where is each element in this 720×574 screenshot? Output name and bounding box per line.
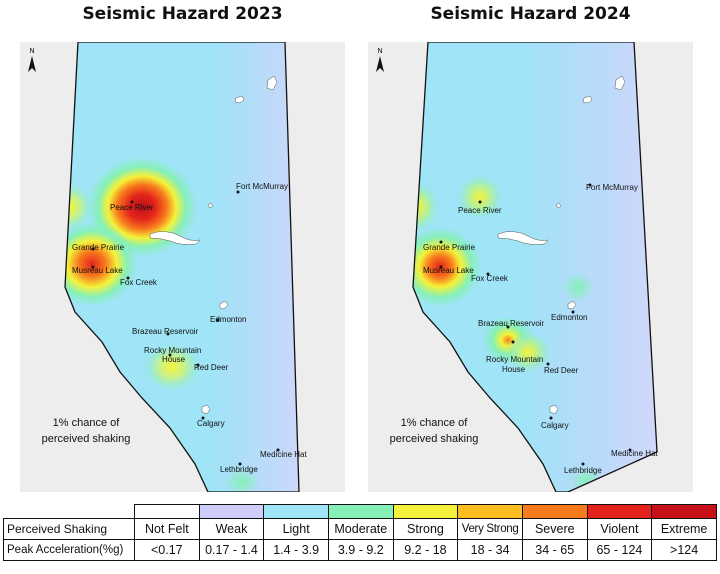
accel-very-strong: 18 - 34 (457, 539, 523, 561)
hotspot-grande-prairie (65, 222, 137, 306)
shaking-light: Light (263, 518, 329, 540)
place-calgary: Calgary (541, 421, 569, 430)
shaking-moderate: Moderate (327, 518, 394, 540)
accel-severe: 34 - 65 (521, 539, 588, 561)
hotspot-red-deer (506, 332, 550, 372)
hotspot-rocky-mountain-house (144, 343, 200, 391)
place-medicine-hat: Medicine Hat (611, 449, 658, 458)
place-red-deer: Red Deer (544, 366, 579, 375)
hotspot-edmonton (562, 272, 594, 302)
shaking-not-felt: Not Felt (134, 518, 200, 540)
province-border (412, 42, 658, 492)
accel-moderate: 3.9 - 9.2 (327, 539, 394, 561)
place-brazeau-reservoir: Brazeau Reservoir (132, 327, 199, 336)
place-peace-river: Peace River (458, 206, 502, 215)
place-peace-river: Peace River (110, 203, 154, 212)
accel-light: 1.4 - 3.9 (263, 539, 329, 561)
note-line-2: perceived shaking (42, 433, 131, 445)
place-fort-mcmurray: Fort McMurray (236, 182, 288, 191)
lake (555, 202, 562, 209)
place-rocky-mountain: Rocky Mountain (144, 346, 201, 355)
north-arrow-icon (376, 56, 384, 72)
map-2023-svg: N Fort McMurray Peace River Grande Prair… (20, 42, 345, 492)
map-title-2024: Seismic Hazard 2024 (430, 4, 631, 24)
note-line-1: 1% chance of (401, 417, 469, 429)
place-fort-mcmurray: Fort McMurray (586, 183, 638, 192)
north-label: N (29, 48, 34, 55)
map-2023: N Fort McMurray Peace River Grande Prair… (20, 42, 345, 492)
place-fox-creek: Fox Creek (120, 278, 158, 287)
swatch-violent (586, 504, 653, 519)
north-label: N (377, 48, 382, 55)
lake (549, 404, 559, 415)
swatch-strong (392, 504, 459, 519)
place-musreau-lake: Musreau Lake (72, 266, 123, 275)
shaking-weak: Weak (198, 518, 265, 540)
hotspot-west-edge (65, 183, 92, 231)
map-title-2023: Seismic Hazard 2023 (82, 4, 283, 24)
place-fox-creek: Fox Creek (471, 274, 509, 283)
lake (567, 300, 577, 310)
map-2024: N Fort McMurray Peace River Grande Prair… (368, 42, 693, 492)
swatch-severe (521, 504, 588, 519)
place-grande-prairie: Grande Prairie (72, 243, 125, 252)
legend-shaking-row: Perceived Shaking Not Felt Weak Light Mo… (3, 518, 717, 540)
shaking-violent: Violent (586, 518, 653, 540)
shaking-extreme: Extreme (651, 518, 717, 540)
hotspot-lethbridge (224, 468, 260, 492)
lake (582, 95, 593, 104)
accel-weak: 0.17 - 1.4 (198, 539, 265, 561)
swatch-weak (198, 504, 265, 519)
place-edmonton: Edmonton (210, 315, 246, 324)
swatch-very-strong (457, 504, 523, 519)
legend-table: Perceived Shaking Not Felt Weak Light Mo… (3, 504, 717, 561)
shaking-severe: Severe (521, 518, 588, 540)
legend-swatch-row (4, 504, 717, 519)
swatch-moderate (327, 504, 394, 519)
lake (219, 300, 229, 310)
place-musreau-lake: Musreau Lake (423, 266, 474, 275)
place-red-deer: Red Deer (194, 363, 229, 372)
place-house: House (502, 365, 526, 374)
accel-violent: 65 - 124 (586, 539, 653, 561)
note-line-1: 1% chance of (53, 417, 121, 429)
accel-strong: 9.2 - 18 (392, 539, 459, 561)
swatch-extreme (651, 504, 717, 519)
accel-extreme: >124 (651, 539, 717, 561)
lake (201, 404, 211, 415)
place-lethbridge: Lethbridge (220, 465, 258, 474)
place-calgary: Calgary (197, 419, 225, 428)
hotspot-peace-river (458, 175, 502, 219)
shaking-strong: Strong (392, 518, 459, 540)
map-2024-svg: N Fort McMurray Peace River Grande Prair… (368, 42, 693, 492)
place-brazeau-reservoir: Brazeau Reservoir (478, 319, 545, 328)
lesser-slave-lake (149, 231, 201, 245)
province-border (64, 42, 300, 492)
accel-not-felt: <0.17 (134, 539, 200, 561)
accel-row-label: Peak Acceleration(%g) (3, 539, 135, 561)
place-medicine-hat: Medicine Hat (260, 450, 307, 459)
place-house: House (162, 355, 186, 364)
lake (207, 202, 214, 209)
legend-accel-row: Peak Acceleration(%g) <0.17 0.17 - 1.4 1… (3, 539, 717, 561)
swatch-light (263, 504, 329, 519)
lake-athabasca (266, 75, 278, 91)
lake (234, 95, 245, 104)
place-grande-prairie: Grande Prairie (423, 243, 476, 252)
note-line-2: perceived shaking (390, 433, 479, 445)
lesser-slave-lake (497, 231, 549, 245)
swatch-not-felt (134, 504, 200, 519)
shaking-very-strong: Very Strong (457, 518, 523, 540)
lake-athabasca (614, 75, 626, 91)
legend: Perceived Shaking Not Felt Weak Light Mo… (3, 504, 717, 570)
shaking-row-label: Perceived Shaking (3, 518, 135, 540)
north-arrow-icon (28, 56, 36, 72)
place-edmonton: Edmonton (551, 313, 587, 322)
place-rocky-mountain: Rocky Mountain (486, 355, 543, 364)
place-lethbridge: Lethbridge (564, 466, 602, 475)
